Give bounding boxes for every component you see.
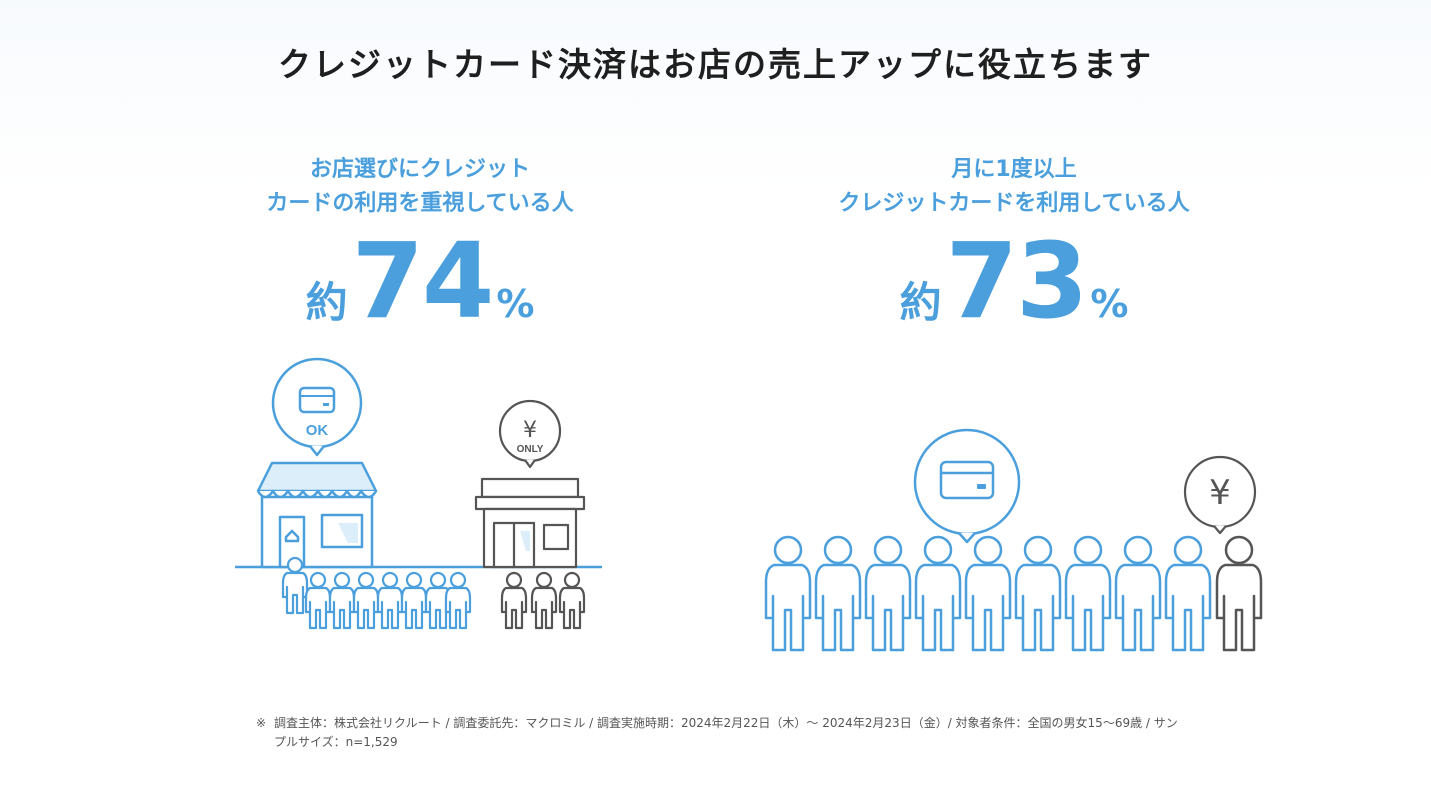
cash-only-text: ONLY — [517, 444, 544, 455]
stat-prefix: 約 — [899, 278, 942, 327]
page-title: クレジットカード決済はお店の売上アップに役立ちます — [278, 45, 1153, 84]
stat-prefix: 約 — [305, 278, 348, 327]
people-row-illustration: ¥ — [764, 428, 1263, 652]
stat-label-line2: クレジットカードを利用している人 — [838, 191, 1190, 216]
card-bubble-icon — [913, 428, 1021, 544]
cash-shop-queue — [500, 571, 586, 630]
stat-unit: % — [496, 282, 535, 326]
footnote-text: 調査主体：株式会社リクルート / 調査委託先：マクロミル / 調査実施時期：20… — [274, 716, 1178, 749]
stat-number: 74 — [351, 220, 495, 342]
stat-label-line1: 月に1度以上 — [951, 157, 1077, 182]
yen-bubble-icon: ¥ — [1183, 455, 1257, 535]
yen-symbol: ¥ — [1209, 473, 1231, 513]
stat-monthly-card-usage: 月に1度以上 クレジットカードを利用している人 約 73 % — [734, 153, 1294, 342]
card-shop-queue — [281, 556, 472, 630]
cash-users-group — [1215, 535, 1263, 652]
card-ok-text: OK — [306, 422, 329, 439]
survey-footnote: ※ 調査主体：株式会社リクルート / 調査委託先：マクロミル / 調査実施時期：… — [256, 714, 1186, 752]
card-ok-bubble-icon: OK — [271, 357, 363, 457]
stat-label-line1: お店選びにクレジット — [309, 157, 530, 182]
cash-only-bubble-icon: ¥ ONLY — [498, 399, 562, 469]
card-users-group — [764, 535, 1212, 652]
card-shop-icon — [256, 461, 378, 569]
yen-symbol: ¥ — [523, 418, 537, 443]
stat-number: 73 — [945, 220, 1089, 342]
shops-illustration: OK ¥ ONLY — [235, 357, 602, 630]
stat-value: 約 74 % — [140, 220, 700, 342]
footnote-mark: ※ — [256, 716, 267, 730]
stat-unit: % — [1090, 282, 1129, 326]
cash-shop-icon — [474, 477, 586, 569]
stat-value: 約 73 % — [734, 220, 1294, 342]
stat-label-line2: カードの利用を重視している人 — [266, 191, 574, 216]
stat-card-shop-preference: お店選びにクレジット カードの利用を重視している人 約 74 % — [140, 153, 700, 342]
